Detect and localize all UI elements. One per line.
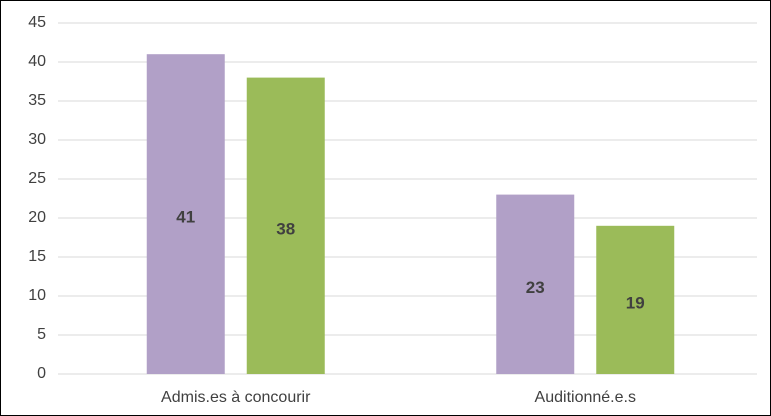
x-tick-label: Admis.es à concourir [161,389,311,406]
bar [246,77,325,374]
bar [596,225,675,374]
y-tick-label: 25 [28,170,46,187]
y-tick-label: 45 [28,14,46,31]
data-label: 23 [526,278,545,297]
data-label: 38 [276,219,295,238]
y-tick-label: 30 [28,131,46,148]
bar [146,54,225,374]
y-tick-label: 10 [28,287,46,304]
y-tick-label: 40 [28,53,46,70]
y-tick-label: 20 [28,209,46,226]
bar [496,194,575,374]
y-tick-label: 0 [37,365,46,382]
y-tick-label: 15 [28,248,46,265]
x-tick-label: Auditionné.e.s [535,389,636,406]
data-label: 41 [176,208,195,227]
data-label: 19 [626,293,645,312]
y-tick-label: 5 [37,326,46,343]
y-tick-label: 35 [28,92,46,109]
